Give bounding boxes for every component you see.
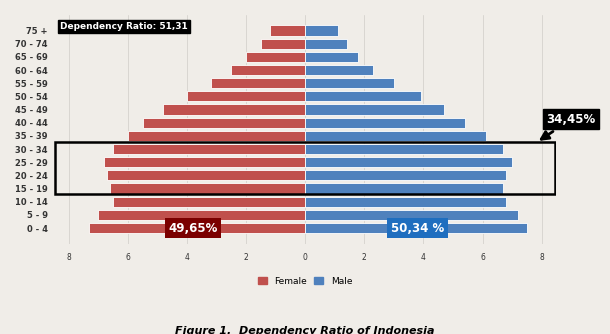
Bar xyxy=(305,210,518,220)
Bar xyxy=(270,25,305,36)
Bar xyxy=(113,197,305,207)
Bar xyxy=(56,142,555,194)
Bar xyxy=(113,144,305,154)
Bar xyxy=(98,210,305,220)
Bar xyxy=(90,223,305,233)
Bar xyxy=(305,78,394,88)
Bar xyxy=(104,157,305,167)
Bar xyxy=(305,170,506,180)
Bar xyxy=(128,131,305,141)
Bar xyxy=(305,38,346,49)
Bar xyxy=(305,144,503,154)
Text: Dependency Ratio: 51,31: Dependency Ratio: 51,31 xyxy=(60,22,188,31)
Bar xyxy=(305,223,527,233)
Bar xyxy=(107,170,305,180)
Bar xyxy=(305,91,420,102)
Bar xyxy=(305,118,465,128)
Legend: Female, Male: Female, Male xyxy=(254,273,356,289)
Bar xyxy=(187,91,305,102)
Bar xyxy=(261,38,305,49)
Bar xyxy=(163,105,305,115)
Bar xyxy=(231,65,305,75)
Bar xyxy=(305,65,373,75)
Bar xyxy=(305,157,512,167)
Bar xyxy=(305,183,503,194)
Bar xyxy=(305,131,486,141)
Bar xyxy=(305,197,506,207)
Bar xyxy=(143,118,305,128)
Text: Figure 1.  Dependency Ratio of Indonesia: Figure 1. Dependency Ratio of Indonesia xyxy=(175,326,435,334)
Bar xyxy=(305,105,444,115)
Bar xyxy=(305,25,338,36)
Text: 34,45%: 34,45% xyxy=(541,113,596,139)
Bar xyxy=(305,52,359,62)
Bar xyxy=(110,183,305,194)
Text: 50,34 %: 50,34 % xyxy=(391,221,444,234)
Bar xyxy=(210,78,305,88)
Bar xyxy=(246,52,305,62)
Text: 49,65%: 49,65% xyxy=(168,221,218,234)
